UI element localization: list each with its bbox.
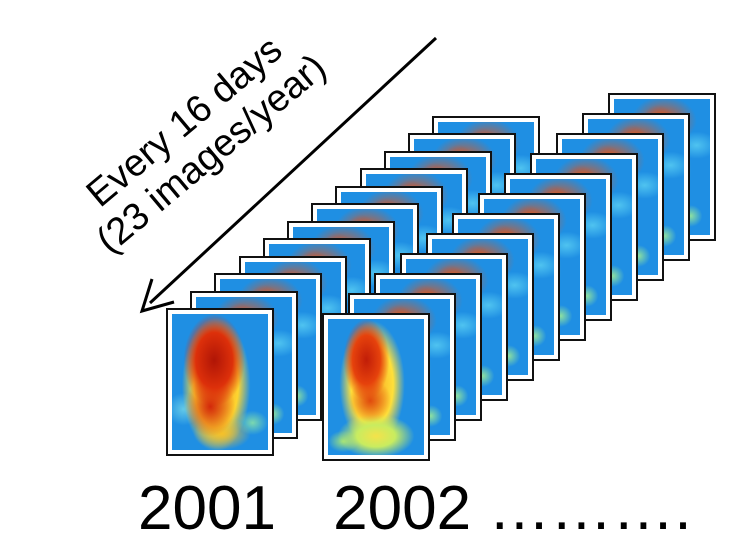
vegetation-map-image bbox=[328, 319, 424, 455]
satellite-image-frame-2001-1 bbox=[166, 308, 274, 456]
arrow-shaft bbox=[148, 36, 438, 305]
year-label-2002: 2002 bbox=[333, 474, 472, 543]
year-labels: 2001 2002 ………. bbox=[138, 474, 692, 544]
year-label-2001: 2001 bbox=[138, 474, 276, 543]
arrow-head bbox=[139, 278, 175, 314]
year-continuation-dots: ………. bbox=[488, 474, 692, 543]
vegetation-map-image bbox=[172, 314, 268, 450]
satellite-image-frame-2002-1 bbox=[322, 313, 430, 461]
